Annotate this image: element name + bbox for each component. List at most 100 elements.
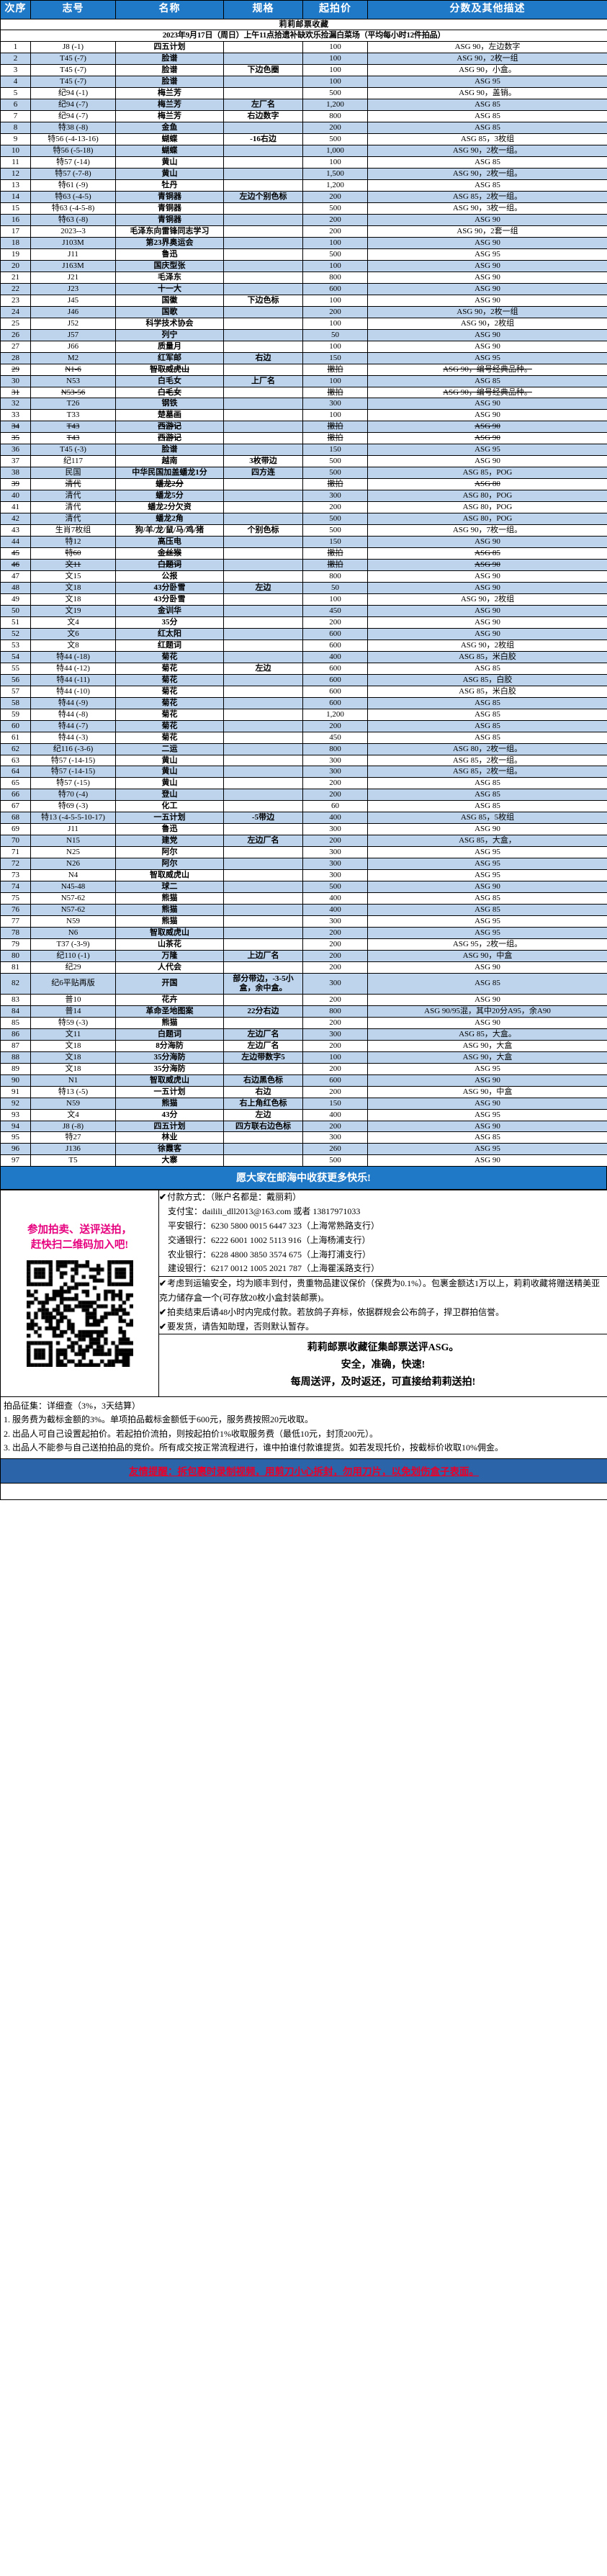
cell-code: 特61 (-9) [30, 179, 116, 192]
cell-code: 特44 (-10) [30, 685, 116, 698]
cell-desc: ASG 85 [367, 789, 607, 802]
cell-index: 38 [0, 467, 31, 480]
cell-name: 35分海防 [115, 1051, 224, 1064]
cell-desc: ASG 85 [367, 156, 607, 169]
cell-index: 93 [0, 1108, 31, 1121]
page-subtitle: 2023年9月17日（周日）上午11点拾遗补缺欢乐捡漏白菜场（平均每小时12件拍… [0, 30, 607, 42]
cell-spec [223, 282, 303, 295]
cell-spec [223, 259, 303, 272]
cell-code: 特44 (-9) [30, 696, 116, 709]
cell-spec: 左边个别色标 [223, 191, 303, 204]
cell-spec: 左边带数字5 [223, 1051, 303, 1064]
cell-name: 越南 [115, 455, 224, 468]
cell-price: 500 [302, 524, 368, 537]
cell-name: 化工 [115, 800, 224, 813]
cell-code: T43 [30, 432, 116, 445]
footer-row-terms: 拍品征集：详细查（3%，3天结算） 1. 服务费为截标金额的3%。单项拍品截标金… [0, 1396, 607, 1459]
cell-desc: ASG 90，2枚一组 [367, 305, 607, 318]
cell-spec [223, 892, 303, 905]
asg-line-2: 安全，准确，快速! [341, 1360, 426, 1371]
cell-desc: ASG 90，2枚组 [367, 593, 607, 606]
cell-index: 36 [0, 444, 31, 457]
table-row: 41 清代 蟠龙2分欠资 200 ASG 80，POG [0, 501, 607, 514]
cell-index: 15 [0, 202, 31, 215]
cell-name: 43分 [115, 1108, 224, 1121]
table-row: 10 特56 (-5-18) 蝴蝶 1,000 ASG 90，2枚一组。 [0, 145, 607, 158]
cell-name: 大寨 [115, 1154, 224, 1167]
cell-index: 42 [0, 513, 31, 526]
cell-name: 黄山 [115, 777, 224, 790]
cell-name: 青铜器 [115, 202, 224, 215]
table-row: 80 纪110 (-1) 万隆 上边厂名 200 ASG 90，中盒 [0, 949, 607, 962]
cell-desc: ASG 90，2套一组 [367, 225, 607, 238]
friendly-tip: 友情提醒：拆包裹时录制视频，用剪刀小心拆封，勿用刀片，以免划伤盒子表面。 [1, 1458, 607, 1483]
cell-name: 毛泽东向雷锋同志学习 [115, 225, 224, 238]
cell-price: 800 [302, 110, 368, 123]
cell-index: 87 [0, 1039, 31, 1052]
cell-desc: ASG 80，POG [367, 490, 607, 503]
cell-name: 熊猫 [115, 904, 224, 917]
cell-index: 75 [0, 892, 31, 905]
cell-spec [223, 915, 303, 928]
qr-code-icon[interactable] [26, 1260, 133, 1368]
cell-name: 蝴蝶 [115, 133, 224, 146]
cell-spec [223, 1016, 303, 1029]
terms-info: 拍品征集：详细查（3%，3天结算） 1. 服务费为截标金额的3%。单项拍品截标金… [1, 1397, 607, 1458]
cell-desc: ASG 90 [367, 340, 607, 353]
cell-spec [223, 858, 303, 871]
cell-name: 钢铁 [115, 398, 224, 410]
cell-price: 200 [302, 927, 368, 940]
cell-desc: ASG 85，米白胶 [367, 650, 607, 663]
cell-spec [223, 961, 303, 974]
cell-index: 26 [0, 328, 31, 341]
cell-index: 29 [0, 363, 31, 376]
cell-name: 35分 [115, 616, 224, 629]
table-row: 50 文19 金训华 450 ASG 90 [0, 604, 607, 617]
cell-code: 普10 [30, 993, 116, 1006]
cell-spec [223, 432, 303, 445]
cell-name: 智取威虎山 [115, 927, 224, 940]
cell-spec [223, 766, 303, 778]
cell-desc: ASG 90 [367, 213, 607, 226]
cell-price: 200 [302, 949, 368, 962]
cell-desc: ASG 85 [367, 547, 607, 560]
cell-index: 23 [0, 294, 31, 307]
cell-name: 菊花 [115, 719, 224, 732]
table-row: 20 J163M 国庆型张 100 ASG 90 [0, 259, 607, 272]
cell-spec: 右边 [223, 351, 303, 364]
cell-spec: 左边 [223, 1108, 303, 1121]
check-icon: ✔ [159, 1306, 167, 1317]
cell-name: 熊猫 [115, 915, 224, 928]
cell-spec [223, 305, 303, 318]
cell-spec [223, 236, 303, 249]
cell-spec [223, 398, 303, 410]
table-row: 58 特44 (-9) 菊花 600 ASG 85 [0, 696, 607, 709]
cell-code: T45 (-7) [30, 76, 116, 89]
cell-desc: ASG 80，2枚一组。 [367, 742, 607, 755]
cell-price: 1,200 [302, 708, 368, 721]
cell-name: 西游记 [115, 421, 224, 434]
cell-index: 47 [0, 570, 31, 583]
cell-name: 二运 [115, 742, 224, 755]
cell-index: 2 [0, 53, 31, 66]
table-row: 76 N57-62 熊猫 400 ASG 85 [0, 904, 607, 917]
cell-desc: ASG 95 [367, 76, 607, 89]
cell-index: 56 [0, 673, 31, 686]
col-header-code: 志号 [30, 0, 116, 19]
cell-index: 83 [0, 993, 31, 1006]
cell-spec: 部分带边，-3-5小盒，余中盒。 [223, 972, 303, 995]
cell-code: 文6 [30, 627, 116, 640]
cell-name: 菊花 [115, 708, 224, 721]
cell-code: 文15 [30, 570, 116, 583]
cell-price: 撤拍 [302, 547, 368, 560]
cell-price: 100 [302, 340, 368, 353]
cell-spec [223, 202, 303, 215]
cell-price: 300 [302, 398, 368, 410]
cell-desc: ASG 85 [367, 719, 607, 732]
cell-name: 四五计划 [115, 1120, 224, 1133]
cell-spec: 下边色圈 [223, 64, 303, 77]
asg-promo: 莉莉邮票收藏征集邮票送评ASG。 安全，准确，快速! 每周送评，及时返还，可直接… [159, 1334, 607, 1396]
cell-desc: ASG 95 [367, 351, 607, 364]
table-row: 83 普10 花卉 200 ASG 90 [0, 993, 607, 1006]
cell-spec: 右边数字 [223, 110, 303, 123]
